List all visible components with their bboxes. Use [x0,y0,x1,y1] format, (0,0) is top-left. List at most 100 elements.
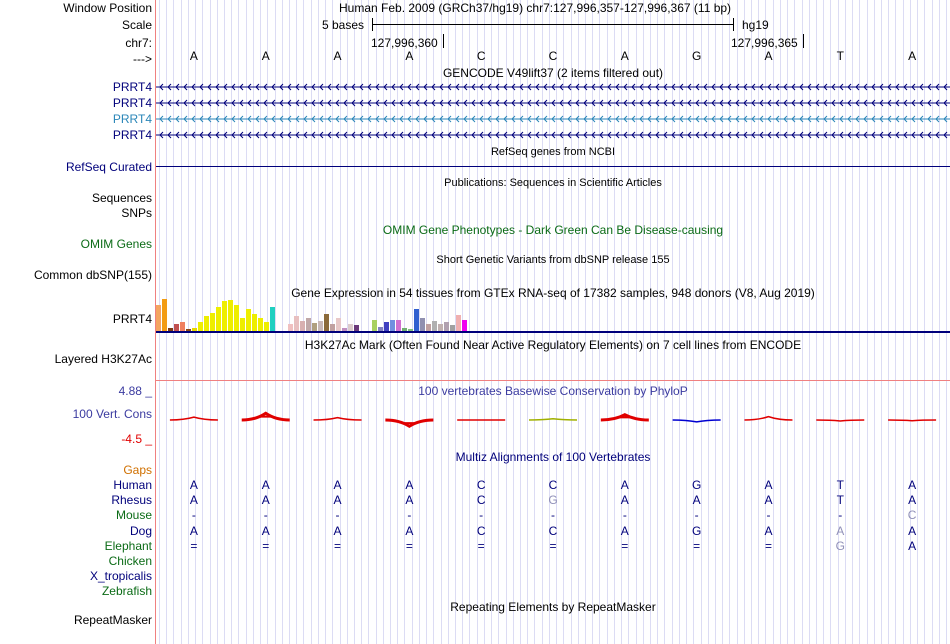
gencode-transcript-label[interactable]: PRRT4 [112,96,152,110]
phylop-score-mark[interactable] [600,413,649,422]
gtex-gene-label[interactable]: PRRT4 [112,312,152,326]
gtex-tissue-bar[interactable] [168,328,173,331]
gtex-tissue-bar[interactable] [378,327,383,331]
gtex-tissue-bar[interactable] [216,307,221,331]
gtex-tissue-bar[interactable] [210,313,215,331]
gtex-tissue-bar[interactable] [192,328,197,331]
species-label[interactable]: Rhesus [111,493,152,508]
gtex-tissue-bar[interactable] [156,305,161,331]
dbsnp-track-label[interactable]: Common dbSNP(155) [33,268,152,282]
phylop-score-mark[interactable] [385,418,434,429]
gtex-tissue-bar[interactable] [288,324,293,331]
multiz-gaps-label[interactable]: Gaps [123,463,152,477]
gtex-tissue-bar[interactable] [414,309,419,331]
phylop-conservation-plot[interactable] [156,396,950,436]
gtex-tissue-bar[interactable] [162,299,167,331]
refseq-track-title[interactable]: RefSeq genes from NCBI [490,146,616,158]
gencode-track-title[interactable]: GENCODE V49lift37 (2 items filtered out) [442,66,664,80]
strand-chevrons [159,83,948,91]
dbsnp-track-title[interactable]: Short Genetic Variants from dbSNP releas… [436,254,670,266]
gencode-transcript-label[interactable]: PRRT4 [112,112,152,126]
repeatmasker-track-label[interactable]: RepeatMasker [73,613,152,627]
gtex-tissue-bar[interactable] [240,318,245,331]
gencode-transcripts[interactable] [156,80,950,144]
phylop-score-mark[interactable] [816,419,865,422]
gtex-tissue-bar[interactable] [300,321,305,331]
gtex-tissue-bar[interactable] [252,314,257,331]
gtex-tissue-bar[interactable] [444,322,449,331]
phylop-track-label[interactable]: 100 Vert. Cons [72,407,152,421]
gtex-tissue-bar[interactable] [348,324,353,331]
gtex-bar-chart[interactable] [156,298,950,331]
species-label[interactable]: Elephant [104,538,152,553]
phylop-score-mark[interactable] [528,418,578,421]
reference-base: A [764,49,773,63]
gtex-tissue-bar[interactable] [450,325,455,331]
gtex-tissue-bar[interactable] [318,321,323,331]
h3k27ac-track-label[interactable]: Layered H3K27Ac [54,352,152,366]
gtex-tissue-bar[interactable] [234,305,239,331]
gtex-tissue-bar[interactable] [180,322,185,331]
gtex-tissue-bar[interactable] [420,318,425,331]
grid-line [924,0,926,644]
gtex-tissue-bar[interactable] [456,315,461,331]
gtex-tissue-bar[interactable] [198,322,203,331]
h3k27ac-track-title[interactable]: H3K27Ac Mark (Often Found Near Active Re… [304,338,802,352]
phylop-track-title[interactable]: 100 vertebrates Basewise Conservation by… [418,384,688,398]
gtex-tissue-bar[interactable] [258,318,263,331]
phylop-score-mark[interactable] [241,411,290,422]
gtex-tissue-bar[interactable] [384,322,389,331]
gtex-tissue-bar[interactable] [396,320,401,331]
gtex-tissue-bar[interactable] [264,322,269,331]
gtex-tissue-bar[interactable] [462,320,467,331]
gtex-tissue-bar[interactable] [186,329,191,331]
gtex-tissue-bar[interactable] [408,329,413,331]
gtex-tissue-bar[interactable] [438,324,443,331]
omim-track-label[interactable]: OMIM Genes [80,237,152,251]
grid-line [418,0,420,644]
gtex-tissue-bar[interactable] [222,301,227,331]
species-label[interactable]: Dog [129,523,152,538]
phylop-score-mark[interactable] [313,416,362,421]
pubs-sequences-label[interactable]: Sequences [91,191,152,205]
gtex-tissue-bar[interactable] [324,314,329,331]
species-label[interactable]: Chicken [108,554,152,568]
grid-line [823,0,825,644]
gtex-tissue-bar[interactable] [174,324,179,331]
omim-track-title[interactable]: OMIM Gene Phenotypes - Dark Green Can Be… [382,223,724,237]
species-label[interactable]: X_tropicalis [89,569,152,584]
gtex-tissue-bar[interactable] [426,324,431,331]
phylop-score-mark[interactable] [169,416,218,421]
phylop-score-mark[interactable] [888,419,937,422]
reference-base: C [476,49,486,63]
phylop-score-mark[interactable] [744,415,793,421]
gtex-tissue-bar[interactable] [228,300,233,331]
repeatmasker-track-title[interactable]: Repeating Elements by RepeatMasker [450,600,656,614]
species-label[interactable]: Human [113,478,152,492]
gtex-tissue-bar[interactable] [330,324,335,331]
gtex-track-title[interactable]: Gene Expression in 54 tissues from GTEx … [291,286,815,300]
gtex-tissue-bar[interactable] [432,321,437,331]
gtex-tissue-bar[interactable] [246,309,251,331]
gtex-tissue-bar[interactable] [312,323,317,331]
gtex-tissue-bar[interactable] [372,320,377,331]
pubs-snps-label[interactable]: SNPs [121,206,152,220]
gtex-tissue-bar[interactable] [306,318,311,331]
gtex-tissue-bar[interactable] [336,318,341,331]
gtex-tissue-bar[interactable] [402,328,407,331]
gtex-tissue-bar[interactable] [342,328,347,331]
gtex-tissue-bar[interactable] [204,316,209,331]
gtex-tissue-bar[interactable] [390,320,395,331]
refseq-gene-line[interactable] [156,166,950,167]
gtex-tissue-bar[interactable] [294,316,299,331]
species-label[interactable]: Mouse [115,508,152,523]
phylop-score-mark[interactable] [672,419,721,423]
gencode-transcript-label[interactable]: PRRT4 [112,128,152,142]
refseq-track-label[interactable]: RefSeq Curated [65,160,152,174]
gencode-transcript-label[interactable]: PRRT4 [112,80,152,94]
multiz-track-title[interactable]: Multiz Alignments of 100 Vertebrates [455,450,651,464]
pubs-track-title[interactable]: Publications: Sequences in Scientific Ar… [444,177,662,189]
gtex-tissue-bar[interactable] [354,325,359,331]
species-label[interactable]: Zebrafish [101,584,152,599]
gtex-tissue-bar[interactable] [270,307,275,331]
